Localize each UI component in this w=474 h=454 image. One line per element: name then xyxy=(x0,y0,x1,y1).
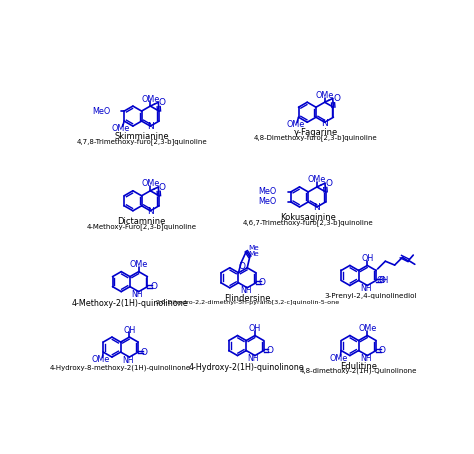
Text: Edulitine: Edulitine xyxy=(340,362,377,371)
Text: OMe: OMe xyxy=(141,94,159,104)
Text: O: O xyxy=(159,183,166,192)
Text: OMe: OMe xyxy=(330,354,348,363)
Text: NH: NH xyxy=(131,290,143,299)
Text: MeO: MeO xyxy=(259,188,277,197)
Text: NH: NH xyxy=(360,284,372,293)
Text: 4-Hydroxy-8-methoxy-2(1H)-quinolinone: 4-Hydroxy-8-methoxy-2(1H)-quinolinone xyxy=(50,365,191,371)
Text: OMe: OMe xyxy=(316,91,334,100)
Text: OH: OH xyxy=(361,254,374,263)
Text: O: O xyxy=(333,94,340,103)
Text: N: N xyxy=(147,207,154,216)
Text: OH: OH xyxy=(249,324,261,333)
Text: NH: NH xyxy=(247,354,259,363)
Text: N: N xyxy=(321,118,328,128)
Text: O: O xyxy=(266,346,273,355)
Text: 4-Hydroxy-2(1H)-quinolinone: 4-Hydroxy-2(1H)-quinolinone xyxy=(188,363,304,372)
Text: NH: NH xyxy=(122,355,134,365)
Text: O: O xyxy=(379,276,386,285)
Text: O: O xyxy=(259,278,265,287)
Text: OMe: OMe xyxy=(286,120,305,129)
Text: OMe: OMe xyxy=(141,179,159,188)
Text: OH: OH xyxy=(123,326,136,335)
Text: OMe: OMe xyxy=(129,260,148,269)
Text: NH: NH xyxy=(360,354,372,363)
Text: 4,8-Dimethoxy-furo[2,3-b]quinoline: 4,8-Dimethoxy-furo[2,3-b]quinoline xyxy=(254,134,378,141)
Text: O: O xyxy=(159,98,166,107)
Text: OMe: OMe xyxy=(92,355,110,364)
Text: Flindersine: Flindersine xyxy=(224,294,271,303)
Text: OMe: OMe xyxy=(358,324,376,333)
Text: N: N xyxy=(314,203,320,212)
Text: 4-Methoxy-2(1H)-quinolinone: 4-Methoxy-2(1H)-quinolinone xyxy=(72,299,188,308)
Text: NH: NH xyxy=(240,286,251,296)
Text: OMe: OMe xyxy=(308,176,326,184)
Text: γ-Fagarine: γ-Fagarine xyxy=(294,128,338,138)
Text: O: O xyxy=(238,262,245,271)
Text: 2,6-Dihydro-2,2-dimethyl-5H-pyrano[3,2-c]quinolin-5-one: 2,6-Dihydro-2,2-dimethyl-5H-pyrano[3,2-c… xyxy=(155,300,339,305)
Text: OH: OH xyxy=(377,276,389,285)
Text: Dictamnine: Dictamnine xyxy=(118,217,166,226)
Text: O: O xyxy=(325,179,332,188)
Text: O: O xyxy=(379,346,386,355)
Text: 3-Prenyl-2,4-quinolinediol: 3-Prenyl-2,4-quinolinediol xyxy=(324,293,417,299)
Text: O: O xyxy=(150,282,157,291)
Text: Me: Me xyxy=(249,252,259,257)
Text: OMe: OMe xyxy=(112,124,130,133)
Text: MeO: MeO xyxy=(259,197,277,207)
Text: Me: Me xyxy=(249,245,259,251)
Text: O: O xyxy=(141,348,148,356)
Text: N: N xyxy=(147,123,154,131)
Text: 4-Methoxy-Furo[2,3-b]quinoline: 4-Methoxy-Furo[2,3-b]quinoline xyxy=(87,223,197,230)
Text: 4,8-dimethoxy-2(1H)-Quinolinone: 4,8-dimethoxy-2(1H)-Quinolinone xyxy=(300,368,417,375)
Text: Kokusaginine: Kokusaginine xyxy=(280,213,336,222)
Text: 4,6,7-Trimethoxy-furo[2,3-b]quinoline: 4,6,7-Trimethoxy-furo[2,3-b]quinoline xyxy=(243,219,374,226)
Text: Skimmianine: Skimmianine xyxy=(114,132,169,141)
Text: 4,7,8-Trimethoxy-furo[2,3-b]quinoline: 4,7,8-Trimethoxy-furo[2,3-b]quinoline xyxy=(76,138,207,145)
Text: MeO: MeO xyxy=(92,107,110,116)
